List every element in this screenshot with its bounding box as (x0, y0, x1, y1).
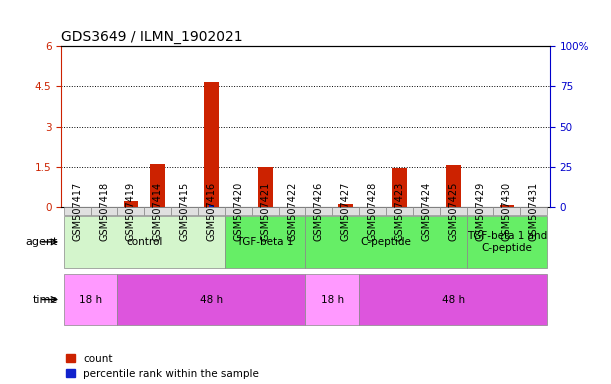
Text: 18 h: 18 h (79, 295, 102, 305)
Text: GSM507417: GSM507417 (72, 182, 82, 241)
Text: C-peptide: C-peptide (360, 237, 412, 247)
Legend: count, percentile rank within the sample: count, percentile rank within the sample (67, 354, 259, 379)
Text: GSM507431: GSM507431 (529, 182, 539, 241)
Text: agent: agent (26, 237, 58, 247)
Bar (338, 204, 353, 207)
Text: GSM507418: GSM507418 (99, 182, 109, 241)
FancyBboxPatch shape (467, 216, 547, 268)
Text: control: control (126, 237, 163, 247)
Bar (208, 205, 214, 207)
Text: GSM507421: GSM507421 (260, 182, 270, 241)
Text: GSM507430: GSM507430 (502, 182, 512, 241)
FancyBboxPatch shape (494, 207, 521, 215)
Text: TGF-beta 1: TGF-beta 1 (236, 237, 294, 247)
Text: GSM507414: GSM507414 (153, 182, 163, 241)
Bar (258, 167, 273, 207)
FancyBboxPatch shape (225, 207, 252, 215)
FancyBboxPatch shape (64, 207, 90, 215)
FancyBboxPatch shape (467, 207, 494, 215)
Text: GSM507415: GSM507415 (180, 182, 189, 241)
FancyBboxPatch shape (198, 207, 225, 215)
Text: GSM507428: GSM507428 (368, 182, 378, 241)
FancyBboxPatch shape (225, 216, 306, 268)
FancyBboxPatch shape (359, 207, 386, 215)
FancyBboxPatch shape (252, 207, 279, 215)
Bar (500, 205, 514, 207)
Text: GSM507420: GSM507420 (233, 182, 243, 241)
Text: 18 h: 18 h (321, 295, 344, 305)
Text: TGF-beta 1 and
C-peptide: TGF-beta 1 and C-peptide (467, 231, 547, 253)
FancyBboxPatch shape (521, 207, 547, 215)
Text: 48 h: 48 h (200, 295, 223, 305)
FancyBboxPatch shape (386, 207, 413, 215)
Text: GSM507423: GSM507423 (395, 182, 404, 241)
Text: GSM507426: GSM507426 (314, 182, 324, 241)
Text: GSM507422: GSM507422 (287, 182, 297, 241)
FancyBboxPatch shape (306, 274, 359, 325)
FancyBboxPatch shape (440, 207, 467, 215)
FancyBboxPatch shape (144, 207, 171, 215)
FancyBboxPatch shape (171, 207, 198, 215)
Text: 48 h: 48 h (442, 295, 465, 305)
FancyBboxPatch shape (332, 207, 359, 215)
FancyBboxPatch shape (117, 274, 306, 325)
Text: GSM507429: GSM507429 (475, 182, 485, 241)
Text: GSM507427: GSM507427 (341, 182, 351, 241)
Bar (123, 202, 138, 207)
FancyBboxPatch shape (359, 274, 547, 325)
FancyBboxPatch shape (306, 207, 332, 215)
Text: GSM507424: GSM507424 (422, 182, 431, 241)
Bar (204, 81, 219, 207)
Text: GSM507419: GSM507419 (126, 182, 136, 241)
FancyBboxPatch shape (64, 216, 225, 268)
FancyBboxPatch shape (279, 207, 306, 215)
Bar (392, 168, 407, 207)
Bar (446, 165, 461, 207)
FancyBboxPatch shape (413, 207, 440, 215)
FancyBboxPatch shape (306, 216, 467, 268)
FancyBboxPatch shape (90, 207, 117, 215)
Bar (150, 164, 165, 207)
FancyBboxPatch shape (64, 274, 117, 325)
FancyBboxPatch shape (117, 207, 144, 215)
Text: time: time (33, 295, 58, 305)
Text: GSM507425: GSM507425 (448, 182, 458, 241)
Text: GDS3649 / ILMN_1902021: GDS3649 / ILMN_1902021 (61, 30, 243, 44)
Text: GSM507416: GSM507416 (207, 182, 216, 241)
